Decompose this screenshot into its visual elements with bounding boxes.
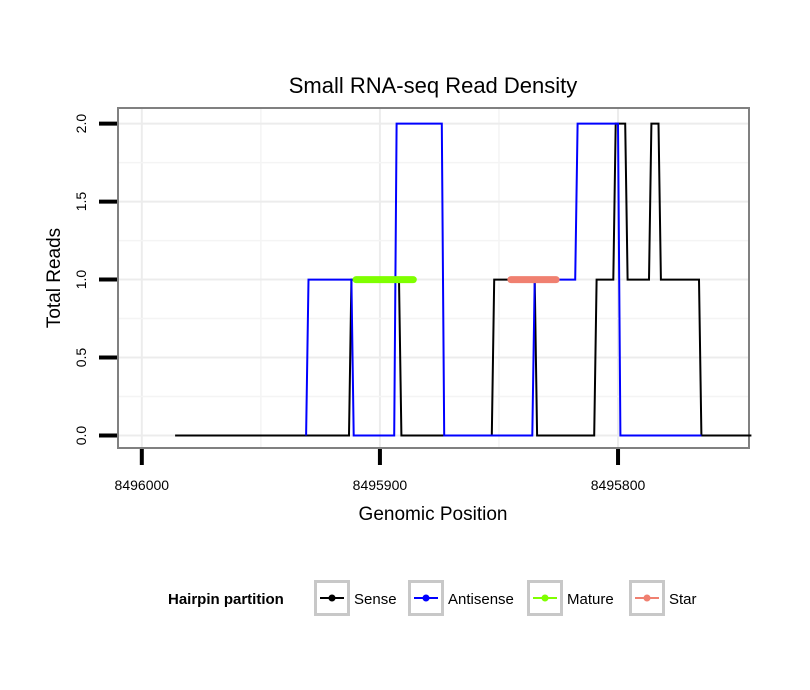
legend-label: Star xyxy=(669,591,697,608)
legend-item-mature: Mature xyxy=(527,580,614,616)
legend-key-dot xyxy=(328,594,336,602)
series-line-antisense xyxy=(305,122,702,437)
x-tick-label: 8496000 xyxy=(115,477,170,493)
legend-key-dot xyxy=(541,594,549,602)
series-line-sense xyxy=(175,122,752,437)
chart-title: Small RNA-seq Read Density xyxy=(289,73,578,98)
plot-panel xyxy=(117,107,750,449)
y-tick-label: 0.0 xyxy=(73,426,89,446)
series-lines xyxy=(175,122,752,437)
legend-key-dot xyxy=(643,594,651,602)
legend: Hairpin partition Sense Antisense Mature St… xyxy=(168,580,697,616)
legend-label: Antisense xyxy=(448,591,514,608)
y-tick-label: 1.5 xyxy=(73,192,89,212)
legend-key-dot xyxy=(422,594,430,602)
x-tick-label: 8495800 xyxy=(591,477,646,493)
y-axis-label: Total Reads xyxy=(44,228,65,328)
legend-label: Mature xyxy=(567,591,614,608)
x-axis-ticks: 8496000 8495900 8495800 xyxy=(115,449,646,493)
y-tick-label: 1.0 xyxy=(73,270,89,290)
legend-item-star: Star xyxy=(629,580,697,616)
legend-title: Hairpin partition xyxy=(168,591,284,608)
x-tick-label: 8495900 xyxy=(353,477,408,493)
y-axis-ticks: 0.0 0.5 1.0 1.5 2.0 xyxy=(73,114,117,446)
x-axis-label: Genomic Position xyxy=(359,504,508,525)
legend-label: Sense xyxy=(354,591,397,608)
y-tick-label: 0.5 xyxy=(73,348,89,368)
legend-item-sense: Sense xyxy=(314,580,397,616)
y-tick-label: 2.0 xyxy=(73,114,89,134)
legend-item-antisense: Antisense xyxy=(408,580,514,616)
